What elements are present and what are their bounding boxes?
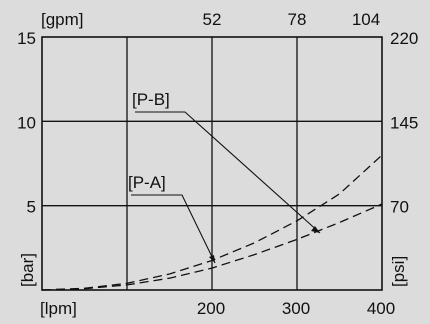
x-top-unit-label: [gpm] [41, 10, 84, 29]
leader-line-p-b [135, 111, 321, 234]
leader-arrow-p-b [311, 226, 320, 233]
leader-arrow-p-a [209, 255, 215, 263]
y-unit-label: [bar] [18, 253, 37, 287]
series-line-p-a [41, 203, 383, 291]
y-right-unit-label: [psi] [389, 256, 408, 287]
x-unit-label: [lpm] [40, 299, 77, 318]
y-tick-label-10: 10 [17, 113, 36, 132]
x-top-tick-label-104: 104 [352, 10, 380, 29]
y-right-tick-label-145: 145 [390, 113, 418, 132]
x-tick-label-200: 200 [197, 299, 225, 318]
x-top-tick-label-78: 78 [288, 10, 307, 29]
y-right-tick-label-70: 70 [390, 198, 409, 217]
y-right-tick-label-220: 220 [390, 29, 418, 48]
y-tick-label-5: 5 [27, 198, 36, 217]
series-line-p-b [41, 154, 383, 291]
x-top-tick-label-52: 52 [203, 10, 222, 29]
x-tick-label-400: 400 [367, 299, 395, 318]
series-label-p-b: [P-B] [132, 90, 170, 109]
leader-line-p-a [131, 194, 216, 264]
y-tick-label-15: 15 [17, 29, 36, 48]
series-label-p-a: [P-A] [128, 173, 166, 192]
x-tick-label-300: 300 [282, 299, 310, 318]
